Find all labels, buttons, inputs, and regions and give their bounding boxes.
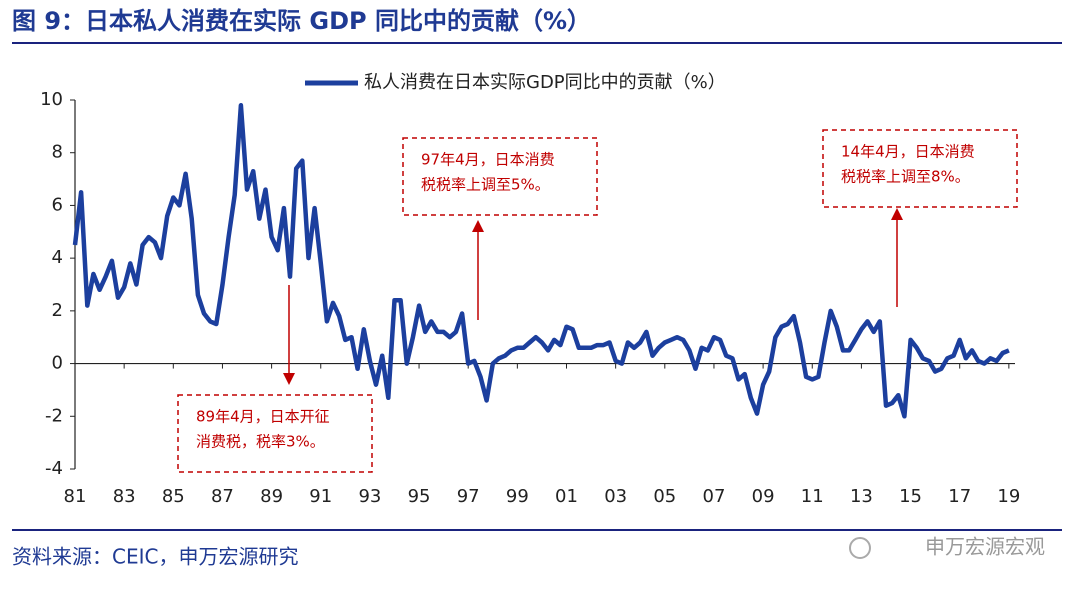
legend-label: 私人消费在日本实际GDP同比中的贡献（%） — [364, 72, 726, 93]
annotation-text: 税税率上调至5%。 — [421, 176, 550, 194]
x-tick-label: 97 — [457, 486, 480, 507]
x-tick-label: 99 — [506, 486, 529, 507]
y-tick-label: 0 — [52, 353, 63, 374]
x-tick-label: 15 — [899, 486, 922, 507]
annotation-text: 消费税，税率3%。 — [196, 433, 325, 451]
y-tick-label: 6 — [52, 194, 63, 215]
x-tick-label: 05 — [653, 486, 676, 507]
x-tick-label: 87 — [211, 486, 234, 507]
data-line — [72, 103, 1010, 419]
y-tick-label: 2 — [52, 300, 63, 321]
x-tick-label: 91 — [309, 486, 332, 507]
arrow-head — [283, 373, 295, 385]
x-tick-label: 83 — [113, 486, 136, 507]
x-tick-label: 93 — [358, 486, 381, 507]
x-tick-label: 85 — [162, 486, 185, 507]
x-tick-label: 09 — [752, 486, 775, 507]
y-tick-label: -2 — [45, 405, 63, 426]
x-tick-label: 07 — [703, 486, 726, 507]
x-tick-label: 01 — [555, 486, 578, 507]
x-tick-label: 81 — [64, 486, 87, 507]
watermark-icon — [849, 537, 871, 559]
annotation-text: 税税率上调至8%。 — [841, 168, 970, 186]
y-tick-label: 8 — [52, 142, 63, 163]
y-tick-label: -4 — [45, 458, 63, 479]
arrow-head — [472, 220, 484, 232]
x-tick-label: 89 — [260, 486, 283, 507]
x-tick-label: 13 — [850, 486, 873, 507]
annotation-text: 89年4月，日本开征 — [196, 408, 330, 426]
x-tick-label: 03 — [604, 486, 627, 507]
title: 图 9：日本私人消费在实际 GDP 同比中的贡献（%） — [12, 7, 591, 35]
x-tick-label: 17 — [948, 486, 971, 507]
y-tick-label: 4 — [52, 247, 63, 268]
arrow-head — [891, 208, 903, 220]
annotation-text: 14年4月，日本消费 — [841, 143, 975, 161]
watermark: 申万宏源宏观 — [925, 535, 1045, 559]
x-tick-label: 95 — [408, 486, 431, 507]
y-tick-label: 10 — [40, 89, 63, 110]
source: 资料来源：CEIC，申万宏源研究 — [12, 545, 298, 569]
x-tick-label: 19 — [997, 486, 1020, 507]
annotation-text: 97年4月，日本消费 — [421, 151, 555, 169]
x-tick-label: 11 — [801, 486, 824, 507]
